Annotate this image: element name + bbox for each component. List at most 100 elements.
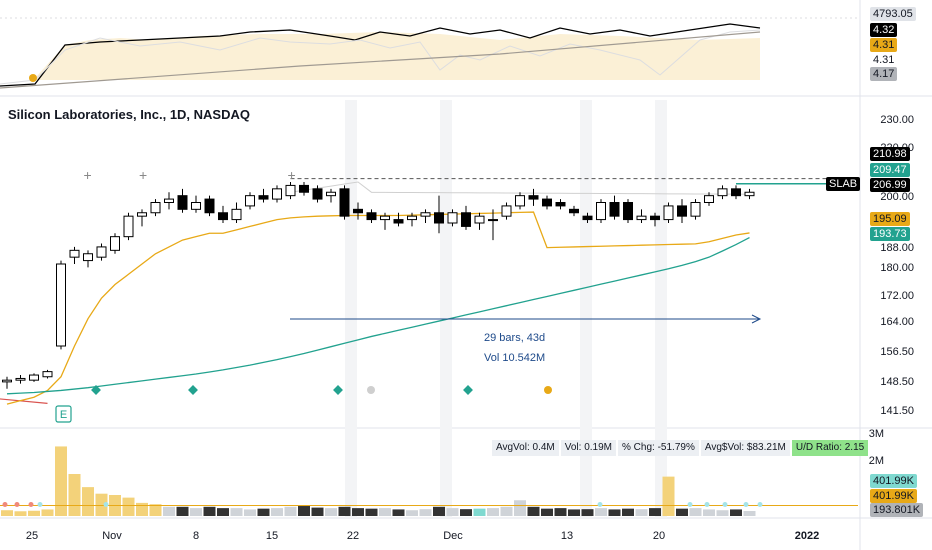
candle-27 bbox=[366, 209, 377, 223]
top-label-1: 4.32 bbox=[870, 23, 898, 37]
candle-55 bbox=[744, 188, 755, 200]
candle-34 bbox=[461, 205, 471, 230]
candle-36 bbox=[488, 209, 498, 241]
volume-bar-49 bbox=[662, 476, 675, 516]
candle-22 bbox=[299, 182, 309, 196]
volume-bar-13 bbox=[176, 506, 189, 516]
candle-body bbox=[501, 205, 512, 217]
earnings-marker-box bbox=[55, 405, 72, 423]
volume-bar-42 bbox=[568, 509, 580, 516]
candle-10 bbox=[137, 209, 147, 227]
time-axis-label-1: Nov bbox=[102, 530, 122, 542]
ma-red-line bbox=[0, 398, 48, 404]
volume-bar-47 bbox=[635, 509, 648, 516]
candle-52 bbox=[704, 192, 714, 206]
candle-body bbox=[582, 215, 593, 221]
volume-bar-26 bbox=[352, 508, 364, 516]
candle-28 bbox=[380, 212, 390, 230]
top-label-3: 4.31 bbox=[870, 53, 898, 67]
candle-0 bbox=[2, 376, 12, 389]
candle-body bbox=[488, 219, 498, 222]
candle-7 bbox=[96, 243, 107, 261]
candle-body bbox=[650, 215, 660, 221]
candles-group bbox=[2, 182, 755, 389]
candle-20 bbox=[272, 185, 282, 203]
candle-body bbox=[150, 202, 161, 214]
volume-signal-dot-2 bbox=[28, 502, 34, 507]
candle-body bbox=[15, 377, 26, 381]
volume-bar-0 bbox=[1, 510, 13, 516]
candle-23 bbox=[312, 185, 323, 203]
candle-body bbox=[123, 215, 134, 238]
candle-body bbox=[29, 374, 39, 381]
candle-body bbox=[312, 188, 323, 200]
candle-body bbox=[339, 188, 350, 217]
time-axis-label-4: 22 bbox=[346, 530, 360, 542]
volume-signal-dot-1 bbox=[14, 502, 20, 507]
candle-13 bbox=[177, 188, 188, 213]
ma-fast-line bbox=[6, 211, 750, 405]
candle-body bbox=[204, 198, 215, 214]
volume-signal-dot-7 bbox=[704, 502, 710, 507]
candle-19 bbox=[258, 188, 269, 203]
volume-signal-dot-3 bbox=[37, 502, 43, 507]
volume-bar-19 bbox=[257, 508, 270, 516]
volume-bar-32 bbox=[433, 506, 445, 516]
candle-17 bbox=[231, 202, 242, 223]
volume-tag-1: 401.99K bbox=[870, 489, 917, 503]
candle-44 bbox=[596, 199, 606, 223]
candle-body bbox=[326, 191, 336, 197]
candle-6 bbox=[83, 250, 93, 268]
volume-signal-dot-4 bbox=[103, 502, 109, 507]
volume-bar-53 bbox=[716, 510, 729, 516]
candle-18 bbox=[245, 192, 255, 210]
volume-bar-31 bbox=[419, 509, 432, 516]
candle-body bbox=[285, 184, 296, 197]
candle-body bbox=[69, 249, 80, 258]
candle-body bbox=[420, 212, 431, 217]
shade-column-2 bbox=[580, 100, 592, 518]
candle-body bbox=[191, 202, 201, 210]
volume-bar-29 bbox=[392, 509, 405, 516]
time-axis-label-8: 2022 bbox=[794, 530, 820, 542]
candle-body bbox=[393, 219, 404, 224]
time-axis-label-7: 20 bbox=[652, 530, 666, 542]
time-axis-label-5: Dec bbox=[443, 530, 463, 542]
volume-bar-3 bbox=[41, 509, 54, 516]
volume-stats: AvgVol: 0.4M Vol: 0.19M % Chg: -51.79% A… bbox=[492, 440, 869, 456]
chart-title: Silicon Laboratories, Inc., 1D, NASDAQ bbox=[8, 107, 250, 122]
volume-signal-dot-0 bbox=[2, 502, 8, 507]
top-fill-area bbox=[35, 32, 760, 80]
candle-8 bbox=[110, 233, 120, 254]
volume-bar-11 bbox=[149, 504, 162, 516]
time-axis-label-6: 13 bbox=[560, 530, 574, 542]
candle-body bbox=[744, 191, 755, 197]
time-axis-label-0: 25 bbox=[25, 530, 39, 542]
diamond-marker-1 bbox=[188, 385, 198, 395]
candle-body bbox=[704, 195, 714, 204]
volume-bar-54 bbox=[730, 509, 742, 516]
candle-body bbox=[461, 212, 471, 227]
candle-body bbox=[110, 236, 120, 251]
top-indicator-panel bbox=[0, 17, 858, 89]
volume-axis-label-0: 3M bbox=[868, 428, 884, 440]
volume-bar-44 bbox=[595, 508, 607, 516]
candle-body bbox=[690, 202, 701, 217]
candle-body bbox=[42, 371, 53, 378]
top-label-4: 4.17 bbox=[870, 67, 898, 81]
price-axis-label-9: 141.50 bbox=[880, 405, 914, 417]
candle-body bbox=[596, 202, 606, 221]
stat-ud-ratio: U/D Ratio: 2.15 bbox=[791, 440, 869, 456]
volume-bar-40 bbox=[541, 508, 553, 516]
stat-avgvol: AvgVol: 0.4M bbox=[492, 440, 559, 456]
price-tag-2: 206.99 bbox=[870, 178, 910, 192]
volume-signal-dot-8 bbox=[722, 502, 728, 507]
candle-body bbox=[731, 188, 741, 197]
diamond-marker-3 bbox=[463, 385, 473, 395]
candle-body bbox=[636, 215, 647, 221]
volume-bar-25 bbox=[338, 506, 351, 516]
stat-vol: Vol: 0.19M bbox=[560, 440, 617, 456]
volume-bar-36 bbox=[487, 508, 499, 516]
volume-bar-16 bbox=[217, 508, 229, 516]
